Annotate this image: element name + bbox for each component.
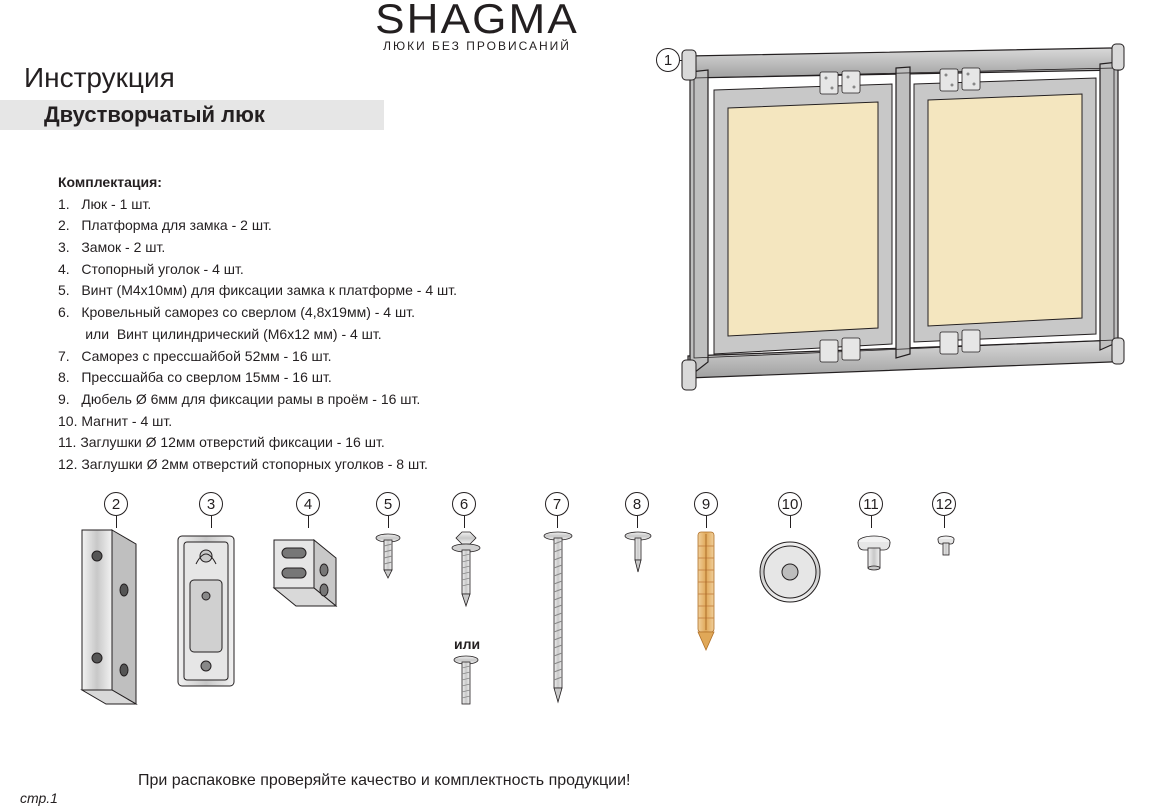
contents-list: Комплектация: 1. Люк - 1 шт.2. Платформа… <box>58 172 457 476</box>
contents-row: 7. Саморез с прессшайбой 52мм - 16 шт. <box>58 346 457 368</box>
part-callout: 12 <box>932 492 956 516</box>
part-callout: 8 <box>625 492 649 516</box>
page-title: Инструкция <box>24 62 175 94</box>
part-callout: 5 <box>376 492 400 516</box>
contents-row: 12. Заглушки Ø 2мм отверстий стопорных у… <box>58 454 457 476</box>
part-callout: 9 <box>694 492 718 516</box>
callout-1: 1 <box>656 48 680 72</box>
part-callout: 10 <box>778 492 802 516</box>
brand-block: SHAGMA ЛЮКИ БЕЗ ПРОВИСАНИЙ <box>380 0 574 53</box>
page-number: стр.1 <box>20 790 58 806</box>
contents-row: 11. Заглушки Ø 12мм отверстий фиксации -… <box>58 432 457 454</box>
product-illustration <box>680 40 1125 400</box>
contents-row: 1. Люк - 1 шт. <box>58 194 457 216</box>
contents-row: 3. Замок - 2 шт. <box>58 237 457 259</box>
subtitle: Двустворчатый люк <box>44 100 265 130</box>
brand-name: SHAGMA <box>375 0 579 43</box>
part-callout: 11 <box>859 492 883 516</box>
part-callout: 3 <box>199 492 223 516</box>
part-callout: 4 <box>296 492 320 516</box>
part-callout: 7 <box>545 492 569 516</box>
contents-row: или Винт цилиндрический (М6х12 мм) - 4 ш… <box>58 324 457 346</box>
contents-row: 8. Прессшайба со сверлом 15мм - 16 шт. <box>58 367 457 389</box>
contents-row: 9. Дюбель Ø 6мм для фиксации рамы в проё… <box>58 389 457 411</box>
contents-row: 2. Платформа для замка - 2 шт. <box>58 215 457 237</box>
parts-illustrations <box>66 524 1066 774</box>
contents-header: Комплектация: <box>58 172 457 194</box>
contents-row: 4. Стопорный уголок - 4 шт. <box>58 259 457 281</box>
contents-row: 6. Кровельный саморез со сверлом (4,8х19… <box>58 302 457 324</box>
contents-row: 5. Винт (М4х10мм) для фиксации замка к п… <box>58 280 457 302</box>
or-label: или <box>454 636 480 652</box>
part-callout: 2 <box>104 492 128 516</box>
part-callout: 6 <box>452 492 476 516</box>
contents-row: 10. Магнит - 4 шт. <box>58 411 457 433</box>
footer-note: При распаковке проверяйте качество и ком… <box>138 772 631 790</box>
